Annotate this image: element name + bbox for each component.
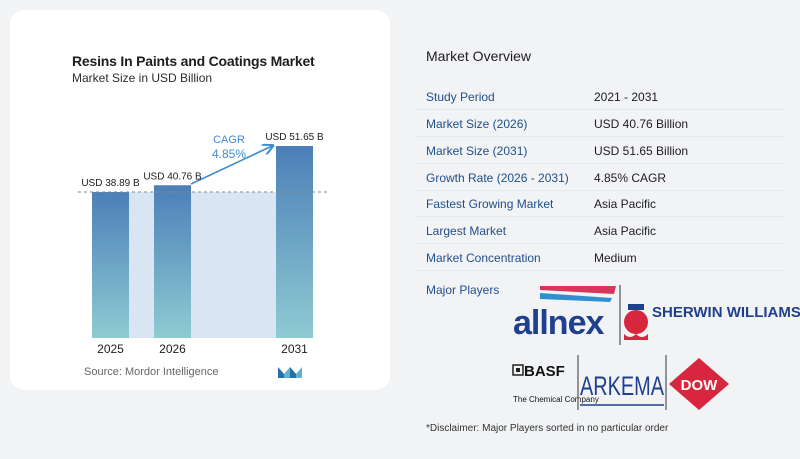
mordor-logo-icon — [278, 367, 302, 378]
bar-2025 — [92, 192, 129, 338]
dow-logo: DOW — [669, 358, 729, 410]
overview-value: Medium — [594, 251, 637, 265]
bar-2031 — [276, 146, 313, 338]
overview-label: Study Period — [426, 90, 495, 104]
overview-label: Market Size (2026) — [426, 117, 528, 131]
overview-value: Asia Pacific — [594, 224, 657, 238]
category-label-2025: 2025 — [97, 342, 124, 356]
overview-value: USD 51.65 Billion — [594, 144, 689, 158]
overview-row: Market Size (2026) USD 40.76 Billion — [416, 111, 784, 137]
major-players-label: Major Players — [426, 283, 500, 297]
overview-label: Growth Rate (2026 - 2031) — [426, 171, 569, 185]
overview-label: Market Concentration — [426, 251, 541, 265]
chart-subtitle: Market Size in USD Billion — [72, 71, 213, 85]
basf-tagline: The Chemical Company — [513, 395, 599, 404]
value-label-2031: USD 51.65 B — [265, 132, 324, 143]
overview-value: USD 40.76 Billion — [594, 117, 689, 131]
sherwin-williams-logo: SHERWIN WILLIAMS. — [624, 304, 800, 340]
overview-row: Market Concentration Medium — [416, 245, 784, 271]
chart-title: Resins In Paints and Coatings Market — [72, 53, 315, 69]
bar-chart: CAGR 4.85% USD 38.89 B 2025 USD 40.76 B 202… — [78, 132, 328, 356]
overview-title: Market Overview — [426, 48, 532, 64]
disclaimer: *Disclaimer: Major Players sorted in no … — [426, 423, 669, 434]
arkema-logo: ARKEMA — [580, 371, 664, 406]
overview-row: Fastest Growing Market Asia Pacific — [416, 191, 784, 217]
overview-row: Largest Market Asia Pacific — [416, 218, 784, 244]
value-label-2025: USD 38.89 B — [81, 178, 140, 189]
basf-logo: BASF The Chemical Company — [512, 363, 599, 404]
category-label-2031: 2031 — [281, 342, 308, 356]
value-label-2026: USD 40.76 B — [143, 171, 202, 182]
sherwin-williams-text: SHERWIN WILLIAMS. — [652, 304, 800, 321]
globe-icon — [624, 310, 648, 334]
cagr-arrow — [190, 146, 272, 185]
chart-source: Source: Mordor Intelligence — [84, 366, 219, 378]
overview-row: Growth Rate (2026 - 2031) 4.85% CAGR — [416, 165, 784, 191]
cagr-label: CAGR — [213, 134, 245, 146]
overview-value: 4.85% CAGR — [594, 171, 667, 185]
overview-value: Asia Pacific — [594, 197, 657, 211]
allnex-text: allnex — [513, 304, 604, 342]
cagr-value: 4.85% — [212, 147, 246, 161]
allnex-logo: allnex — [513, 286, 616, 342]
dow-text: DOW — [681, 377, 719, 394]
overview-label: Fastest Growing Market — [426, 197, 554, 211]
overview-row: Study Period 2021 - 2031 — [416, 84, 784, 110]
overview-value: 2021 - 2031 — [594, 90, 659, 104]
overview-row: Market Size (2031) USD 51.65 Billion — [416, 138, 784, 164]
category-label-2026: 2026 — [159, 342, 186, 356]
overview-label: Largest Market — [426, 224, 507, 238]
bar-2026 — [154, 185, 191, 338]
arkema-text: ARKEMA — [580, 371, 664, 401]
overview-label: Market Size (2031) — [426, 144, 528, 158]
basf-text: BASF — [524, 363, 565, 380]
growth-band — [129, 192, 276, 338]
